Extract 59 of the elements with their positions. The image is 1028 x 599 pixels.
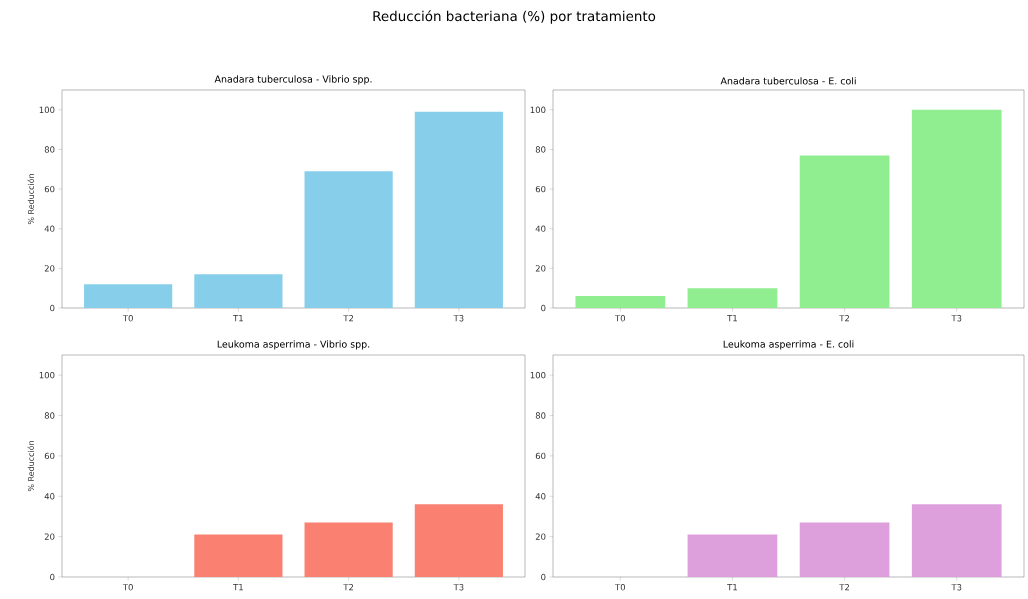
chart-title: Anadara tuberculosa - E. coli [720, 77, 856, 85]
bar [799, 155, 890, 308]
y-tick-label: 80 [535, 146, 546, 153]
y-tick-label: 100 [39, 371, 55, 379]
y-tick-label: 80 [44, 412, 55, 419]
y-tick-label: 60 [44, 452, 55, 460]
x-tick-label: T0 [122, 584, 133, 591]
x-tick-label: T3 [951, 584, 962, 591]
y-tick-label: 100 [39, 106, 55, 114]
y-tick-label: 20 [535, 533, 546, 540]
y-tick-label: 0 [541, 573, 546, 581]
x-tick-label: T2 [343, 584, 354, 591]
y-tick-label: 80 [44, 146, 55, 153]
x-tick-label: T2 [343, 315, 354, 322]
bar [575, 296, 666, 308]
y-tick-label: 40 [44, 225, 55, 232]
text: Reducción bacteriana (%) por tratamiento [373, 10, 656, 24]
x-tick-label: T3 [453, 315, 464, 322]
y-tick-label: 60 [535, 452, 546, 460]
y-tick-label: 0 [50, 304, 55, 312]
x-tick-label: T1 [233, 315, 243, 322]
bar [194, 274, 283, 308]
y-tick-label: 20 [535, 265, 546, 272]
bar [687, 534, 778, 577]
y-tick-label: 0 [541, 304, 546, 312]
y-tick-label: 20 [44, 265, 55, 272]
x-tick-label: T1 [727, 315, 737, 322]
chart-title: Leukoma asperrima - Vibrio spp. [217, 340, 370, 350]
y-tick-label: 60 [44, 185, 55, 193]
y-tick-label: 100 [530, 106, 546, 114]
x-tick-label: T2 [839, 584, 850, 591]
y-tick-label: 40 [44, 493, 55, 500]
bar [304, 522, 393, 577]
chart-title: Anadara tuberculosa - Vibrio spp. [214, 75, 372, 85]
y-tick-label: 40 [535, 225, 546, 232]
bar [304, 171, 393, 308]
bar [911, 109, 1002, 308]
bar [799, 522, 890, 577]
x-tick-label: T3 [951, 315, 962, 322]
y-tick-label: 100 [530, 371, 546, 379]
x-tick-label: T2 [839, 315, 850, 322]
y-tick-label: 60 [535, 185, 546, 193]
y-tick-label: 40 [535, 493, 546, 500]
bar [414, 111, 503, 308]
bar [194, 534, 283, 577]
bar [84, 284, 173, 308]
x-tick-label: T1 [233, 584, 243, 591]
bar [687, 288, 778, 308]
bar [414, 504, 503, 577]
y-tick-label: 20 [44, 533, 55, 540]
x-tick-label: T1 [727, 584, 737, 591]
x-tick-label: T0 [614, 315, 626, 322]
bar [911, 504, 1002, 577]
chart-title: Leukoma asperrima - E. coli [723, 340, 854, 350]
x-tick-label: T3 [453, 584, 464, 591]
y-tick-label: 0 [50, 573, 55, 581]
x-tick-label: T0 [122, 315, 133, 322]
y-tick-label: 80 [535, 412, 546, 419]
x-tick-label: T0 [614, 584, 626, 591]
